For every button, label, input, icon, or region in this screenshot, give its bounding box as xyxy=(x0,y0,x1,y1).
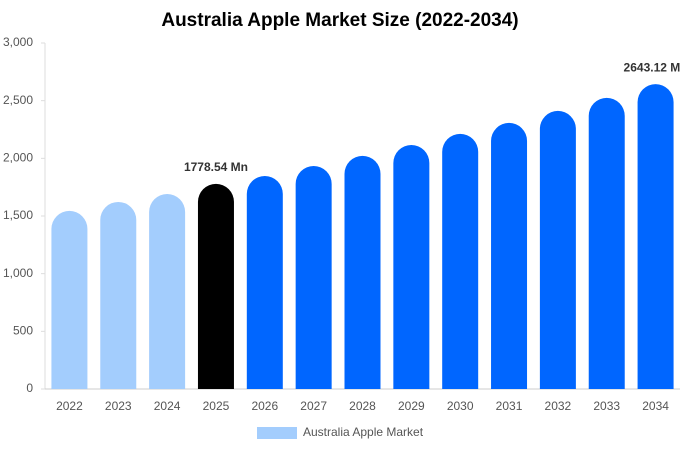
y-tick-label: 2,000 xyxy=(3,151,33,165)
y-tick-label: 3,000 xyxy=(3,35,33,49)
x-tick-label: 2025 xyxy=(203,399,230,413)
bar xyxy=(491,122,528,390)
legend-label: Australia Apple Market xyxy=(303,425,424,439)
bar xyxy=(637,84,674,389)
bar xyxy=(149,193,186,389)
x-tick-label: 2022 xyxy=(56,399,83,413)
x-tick-label: 2028 xyxy=(349,399,376,413)
y-tick-label: 1,500 xyxy=(3,208,33,222)
legend-swatch xyxy=(257,427,297,439)
bar xyxy=(197,183,234,389)
x-tick-label: 2024 xyxy=(154,399,181,413)
y-tick-label: 2,500 xyxy=(3,93,33,107)
value-label: 1778.54 Mn xyxy=(184,160,248,174)
x-tick-label: 2026 xyxy=(251,399,278,413)
y-tick-label: 500 xyxy=(13,324,33,338)
bar xyxy=(295,165,332,389)
chart-title: Australia Apple Market Size (2022-2034) xyxy=(161,10,518,31)
bar xyxy=(393,144,430,389)
x-tick-label: 2032 xyxy=(545,399,572,413)
x-tick-label: 2027 xyxy=(300,399,327,413)
y-tick-label: 1,000 xyxy=(3,266,33,280)
bar xyxy=(442,133,479,389)
x-tick-label: 2023 xyxy=(105,399,132,413)
y-tick-label: 0 xyxy=(26,381,33,395)
x-tick-label: 2033 xyxy=(593,399,620,413)
value-label: 2643.12 Mn xyxy=(624,60,680,74)
bar xyxy=(344,155,381,389)
x-tick-label: 2031 xyxy=(496,399,523,413)
x-tick-label: 2030 xyxy=(447,399,474,413)
bar xyxy=(246,175,283,389)
bar xyxy=(588,97,625,389)
x-tick-label: 2029 xyxy=(398,399,425,413)
bar xyxy=(51,210,88,389)
x-tick-label: 2034 xyxy=(642,399,669,413)
bar xyxy=(100,201,137,389)
bar xyxy=(539,110,576,389)
